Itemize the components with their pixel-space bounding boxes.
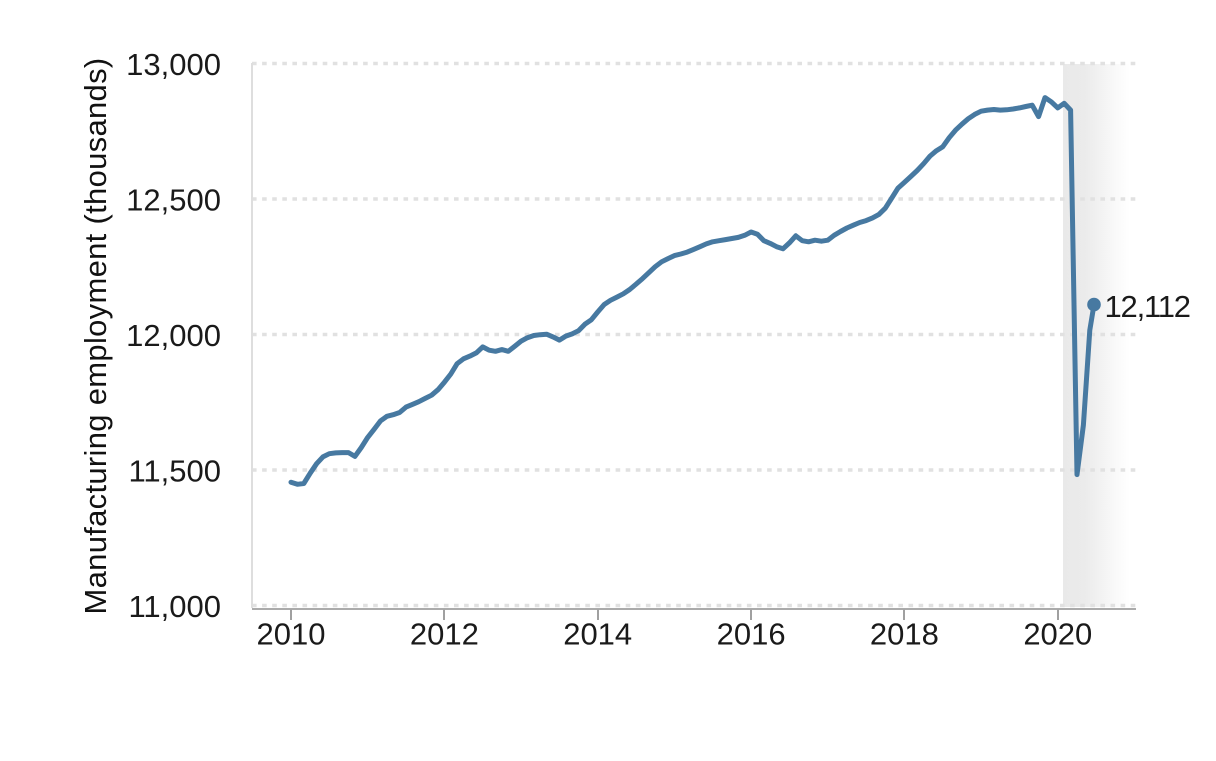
svg-text:Manufacturing employment (thou: Manufacturing employment (thousands) [78,57,113,614]
svg-text:12,112: 12,112 [1105,289,1190,324]
svg-text:2010: 2010 [257,617,326,652]
svg-text:11,500: 11,500 [128,453,221,488]
svg-text:12,000: 12,000 [126,318,221,353]
svg-text:2016: 2016 [717,617,786,652]
svg-text:12,500: 12,500 [126,182,221,217]
svg-text:2018: 2018 [870,617,939,652]
svg-text:2014: 2014 [563,617,632,652]
svg-text:2012: 2012 [410,617,479,652]
svg-text:2020: 2020 [1023,617,1092,652]
svg-text:13,000: 13,000 [126,47,221,82]
svg-text:11,000: 11,000 [128,589,221,624]
